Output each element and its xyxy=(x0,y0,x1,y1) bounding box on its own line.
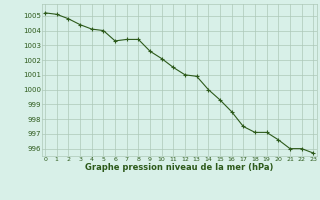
X-axis label: Graphe pression niveau de la mer (hPa): Graphe pression niveau de la mer (hPa) xyxy=(85,163,273,172)
